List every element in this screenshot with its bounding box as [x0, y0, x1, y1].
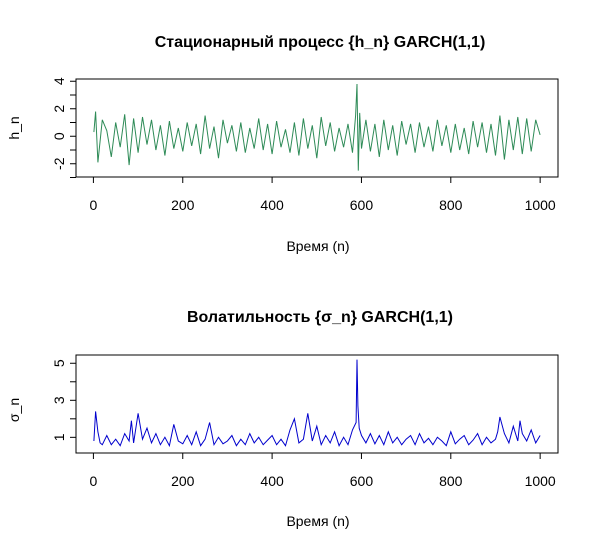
- bottom-x-tick-label: 800: [439, 473, 463, 489]
- bottom-y-axis: 1 3 5: [51, 359, 77, 441]
- top-x-tick-label: 400: [260, 197, 284, 213]
- top-x-tick-label: 600: [350, 197, 374, 213]
- top-x-tick-label: 200: [171, 197, 195, 213]
- top-x-axis: 0 200 400 600 800 1000: [90, 176, 556, 213]
- top-x-tick-label: 0: [90, 197, 98, 213]
- top-x-axis-label: Время (n): [286, 238, 349, 254]
- top-y-tick-label: 4: [51, 77, 67, 85]
- top-y-axis: -2 0 2 4: [51, 77, 77, 178]
- bottom-series-line: [93, 359, 541, 448]
- top-y-tick-label: -2: [51, 157, 67, 170]
- top-x-tick-label: 800: [439, 197, 463, 213]
- bottom-x-tick-label: 400: [260, 473, 284, 489]
- bottom-y-axis-label: σ_n: [6, 398, 22, 422]
- top-y-tick-label: 2: [51, 105, 67, 113]
- bottom-x-axis: 0 200 400 600 800 1000: [90, 452, 556, 489]
- bottom-y-tick-label: 3: [51, 396, 67, 404]
- bottom-x-tick-label: 0: [90, 473, 98, 489]
- bottom-plot: Волатильность {σ_n} GARCH(1,1) 0 200 400 60…: [6, 309, 559, 529]
- top-plot-frame: [75, 78, 559, 178]
- bottom-x-tick-label: 200: [171, 473, 195, 489]
- top-y-tick-label: 0: [51, 132, 67, 140]
- top-y-axis-label: h_n: [6, 116, 22, 139]
- bottom-y-tick-label: 1: [51, 433, 67, 441]
- top-x-tick-label: 1000: [525, 197, 556, 213]
- bottom-y-tick-label: 5: [51, 359, 67, 367]
- top-series-line: [93, 83, 541, 171]
- bottom-x-tick-label: 1000: [525, 473, 556, 489]
- top-plot: Стационарный процесс {h_n} GARCH(1,1) 0 2…: [6, 34, 559, 254]
- bottom-x-axis-label: Время (n): [286, 513, 349, 529]
- top-chart-title: Стационарный процесс {h_n} GARCH(1,1): [155, 34, 486, 51]
- bottom-chart-title: Волатильность {σ_n} GARCH(1,1): [187, 309, 453, 326]
- bottom-x-tick-label: 600: [350, 473, 374, 489]
